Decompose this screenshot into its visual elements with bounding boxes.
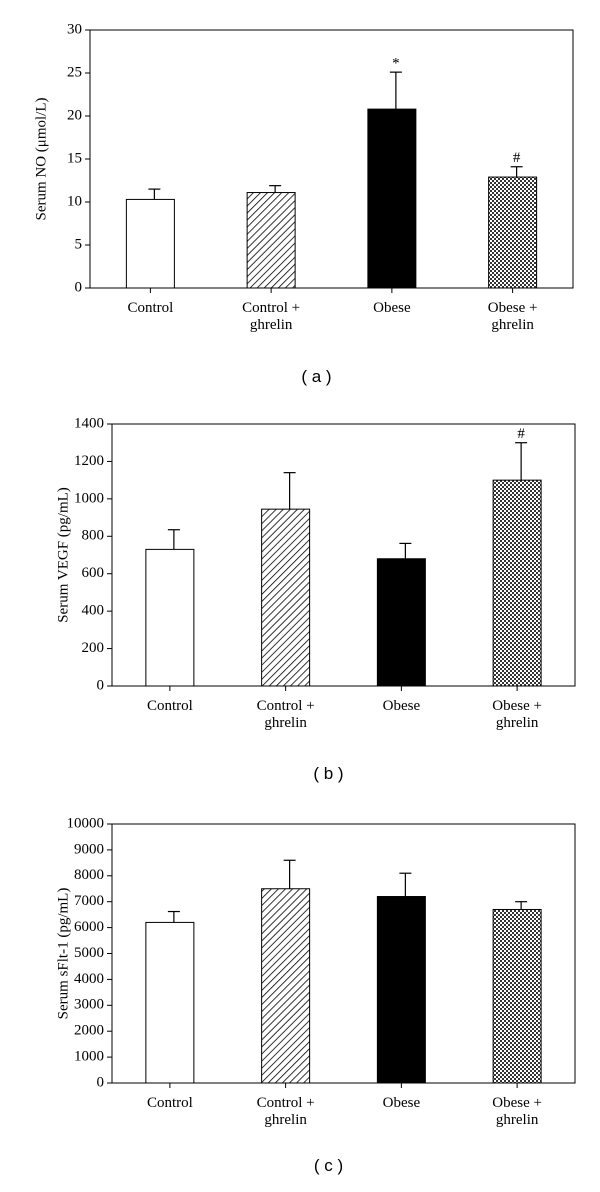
bar xyxy=(376,896,426,1084)
bar xyxy=(488,176,538,289)
panel-label: ( c ) xyxy=(313,1156,344,1175)
y-tick-label: 600 xyxy=(82,565,105,581)
bar xyxy=(246,192,296,289)
y-tick-label: 20 xyxy=(67,107,82,123)
y-tick-label: 10000 xyxy=(67,815,105,831)
y-tick-label: 1200 xyxy=(74,453,104,469)
y-axis-label: Serum VEGF (pg/mL) xyxy=(55,487,71,623)
y-tick-label: 400 xyxy=(82,603,105,619)
y-tick-label: 0 xyxy=(75,279,83,295)
x-tick-label: Obese xyxy=(373,300,411,316)
y-tick-label: 1400 xyxy=(74,415,104,431)
x-tick-label: Control + ghrelin xyxy=(256,1095,315,1128)
y-tick-label: 5000 xyxy=(74,945,104,961)
y-axis-label: Serum NO (μmol/L) xyxy=(33,97,49,220)
significance-marker: # xyxy=(517,426,525,442)
x-tick-label: Obese + ghrelin xyxy=(492,1095,542,1128)
bar xyxy=(376,558,426,687)
bar xyxy=(492,479,542,687)
x-tick-label: Control xyxy=(146,1095,193,1111)
panel-label: ( a ) xyxy=(301,367,332,386)
y-tick-label: 9000 xyxy=(74,841,104,857)
bar xyxy=(261,508,311,687)
bar xyxy=(145,548,195,687)
bar xyxy=(145,921,195,1084)
y-tick-label: 10 xyxy=(67,193,82,209)
x-tick-label: Control xyxy=(127,300,174,316)
y-tick-label: 15 xyxy=(67,150,82,166)
y-tick-label: 0 xyxy=(97,1074,105,1090)
bar xyxy=(367,108,417,289)
y-tick-label: 200 xyxy=(82,640,105,656)
y-tick-label: 6000 xyxy=(74,919,104,935)
y-tick-label: 2000 xyxy=(74,1023,104,1039)
y-tick-label: 25 xyxy=(67,64,82,80)
y-tick-label: 7000 xyxy=(74,893,104,909)
y-tick-label: 8000 xyxy=(74,867,104,883)
y-tick-label: 1000 xyxy=(74,1049,104,1065)
panel-label: ( b ) xyxy=(313,764,344,783)
y-axis-label: Serum sFlt-1 (pg/mL) xyxy=(55,888,71,1020)
x-tick-label: Obese xyxy=(382,698,421,714)
plot-frame xyxy=(111,423,576,687)
x-tick-label: Obese + ghrelin xyxy=(492,698,542,731)
significance-marker: # xyxy=(513,150,521,166)
bar xyxy=(261,888,311,1084)
y-tick-label: 5 xyxy=(75,236,83,252)
x-tick-label: Obese + ghrelin xyxy=(487,300,538,333)
x-tick-label: Control + ghrelin xyxy=(256,698,315,731)
y-tick-label: 4000 xyxy=(74,971,104,987)
x-tick-label: Obese xyxy=(382,1095,421,1111)
bar xyxy=(125,198,175,289)
y-tick-label: 3000 xyxy=(74,997,104,1013)
y-tick-label: 1000 xyxy=(74,490,104,506)
y-tick-label: 800 xyxy=(82,528,105,544)
y-tick-label: 0 xyxy=(97,677,105,693)
x-tick-label: Control xyxy=(146,698,193,714)
bar xyxy=(492,908,542,1084)
y-tick-label: 30 xyxy=(67,21,82,37)
significance-marker: * xyxy=(392,56,400,72)
x-tick-label: Control + ghrelin xyxy=(242,300,301,333)
